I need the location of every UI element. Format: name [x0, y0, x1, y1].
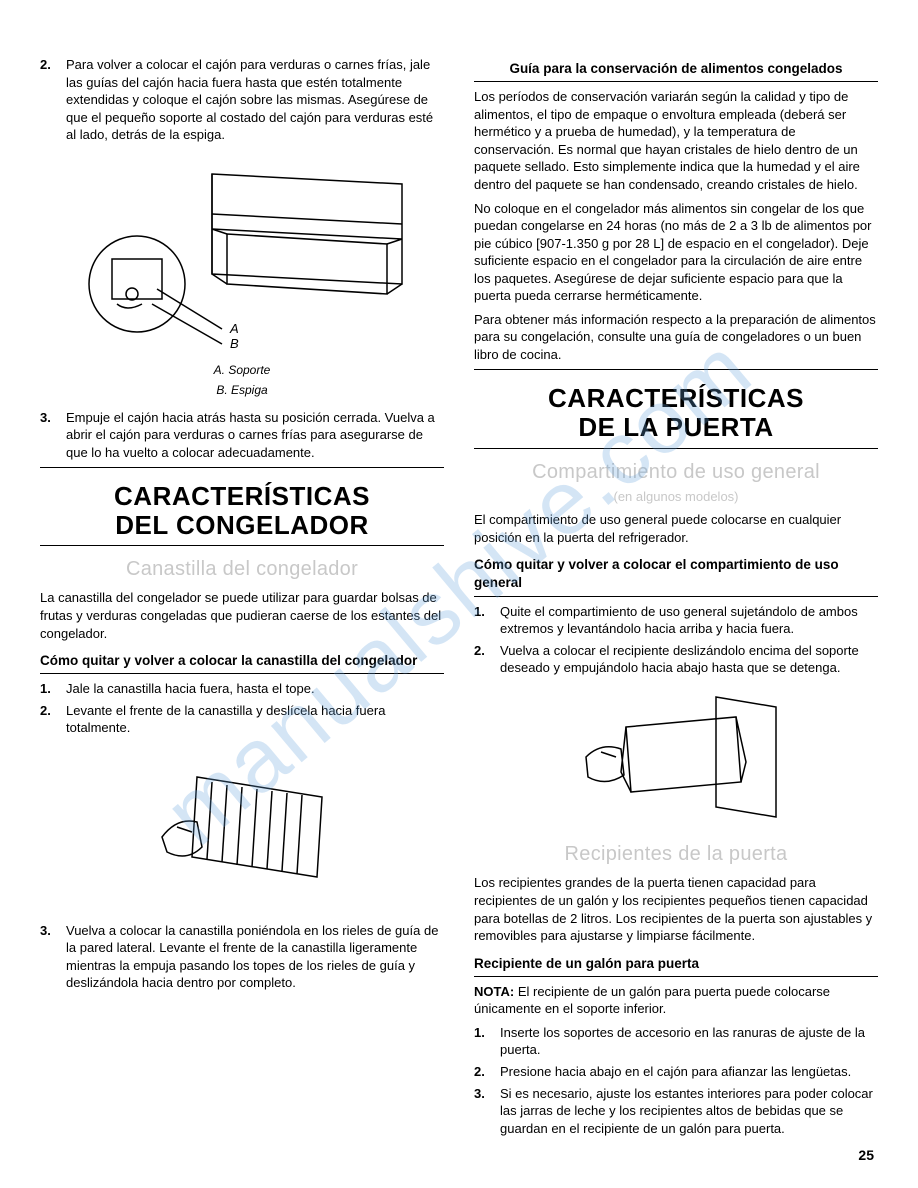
- door-bins-subtitle: Recipientes de la puerta: [474, 841, 878, 868]
- step-number: 2.: [474, 642, 500, 677]
- crisper-step-2: 2. Para volver a colocar el cajón para v…: [40, 56, 444, 144]
- gallon-step-3: 3. Si es necesario, ajuste los estantes …: [474, 1085, 878, 1138]
- figure-label-a: A: [229, 321, 239, 336]
- gallon-step-1: 1. Inserte los soportes de accesorio en …: [474, 1024, 878, 1059]
- step-text: Vuelva a colocar el recipiente deslizánd…: [500, 642, 878, 677]
- utility-step-1: 1. Quite el compartimiento de uso genera…: [474, 603, 878, 638]
- divider: [40, 545, 444, 546]
- crisper-step-3: 3. Empuje el cajón hacia atrás hasta su …: [40, 409, 444, 462]
- basket-steps: 1. Jale la canastilla hacia fuera, hasta…: [40, 680, 444, 737]
- page-columns: 2. Para volver a colocar el cajón para v…: [40, 50, 878, 1143]
- door-bins-paragraph: Los recipientes grandes de la puerta tie…: [474, 874, 878, 944]
- step-text: Si es necesario, ajuste los estantes int…: [500, 1085, 878, 1138]
- crisper-steps-continued: 2. Para volver a colocar el cajón para v…: [40, 56, 444, 144]
- door-bin-illustration: [566, 687, 786, 827]
- step-text: Presione hacia abajo en el cajón para af…: [500, 1063, 878, 1081]
- crisper-step-3-list: 3. Empuje el cajón hacia atrás hasta su …: [40, 409, 444, 462]
- freezer-basket-subtitle: Canastilla del congelador: [40, 556, 444, 583]
- step-text: Vuelva a colocar la canastilla poniéndol…: [66, 922, 444, 992]
- door-features-title: CARACTERÍSTICAS DE LA PUERTA: [474, 384, 878, 441]
- step-text: Jale la canastilla hacia fuera, hasta el…: [66, 680, 444, 698]
- gallon-step-2: 2. Presione hacia abajo en el cajón para…: [474, 1063, 878, 1081]
- step-text: Inserte los soportes de accesorio en las…: [500, 1024, 878, 1059]
- step-number: 2.: [40, 56, 66, 144]
- utility-models-note: (en algunos modelos): [474, 488, 878, 506]
- basket-step-2: 2. Levante el frente de la canastilla y …: [40, 702, 444, 737]
- step-number: 2.: [474, 1063, 500, 1081]
- figure-caption-b: B. Espiga: [40, 382, 444, 398]
- utility-step-2: 2. Vuelva a colocar el recipiente desliz…: [474, 642, 878, 677]
- frozen-paragraph-2: No coloque en el congelador más alimento…: [474, 200, 878, 305]
- frozen-food-heading: Guía para la conservación de alimentos c…: [474, 60, 878, 82]
- note-label: NOTA:: [474, 984, 514, 999]
- step-number: 3.: [40, 922, 66, 992]
- step-number: 1.: [474, 1024, 500, 1059]
- freezer-basket-paragraph: La canastilla del congelador se puede ut…: [40, 589, 444, 642]
- frozen-paragraph-3: Para obtener más información respecto a …: [474, 311, 878, 364]
- step-number: 2.: [40, 702, 66, 737]
- page-number: 25: [858, 1146, 874, 1165]
- figure-caption-a: A. Soporte: [40, 362, 444, 378]
- door-bin-figure: [474, 687, 878, 832]
- step-number: 1.: [40, 680, 66, 698]
- left-column: 2. Para volver a colocar el cajón para v…: [40, 50, 444, 1143]
- step-number: 3.: [40, 409, 66, 462]
- frozen-paragraph-1: Los períodos de conservación variarán se…: [474, 88, 878, 193]
- utility-paragraph: El compartimiento de uso general puede c…: [474, 511, 878, 546]
- title-line-2: DE LA PUERTA: [474, 413, 878, 442]
- step-text: Levante el frente de la canastilla y des…: [66, 702, 444, 737]
- drawer-illustration: A B: [62, 154, 422, 354]
- basket-step-3-list: 3. Vuelva a colocar la canastilla ponién…: [40, 922, 444, 992]
- step-number: 3.: [474, 1085, 500, 1138]
- step-text: Empuje el cajón hacia atrás hasta su pos…: [66, 409, 444, 462]
- freezer-features-title: CARACTERÍSTICAS DEL CONGELADOR: [40, 482, 444, 539]
- basket-figure: [40, 747, 444, 912]
- title-line-1: CARACTERÍSTICAS: [474, 384, 878, 413]
- divider: [474, 369, 878, 370]
- figure-label-b: B: [230, 336, 239, 351]
- divider: [40, 467, 444, 468]
- basket-step-3: 3. Vuelva a colocar la canastilla ponién…: [40, 922, 444, 992]
- title-line-2: DEL CONGELADOR: [40, 511, 444, 540]
- utility-compartment-subtitle: Compartimiento de uso general: [474, 459, 878, 486]
- gallon-bin-heading: Recipiente de un galón para puerta: [474, 955, 878, 977]
- basket-remove-heading: Cómo quitar y volver a colocar la canast…: [40, 652, 444, 674]
- right-column: Guía para la conservación de alimentos c…: [474, 50, 878, 1143]
- drawer-figure: A B A. Soporte B. Espiga: [40, 154, 444, 399]
- utility-steps: 1. Quite el compartimiento de uso genera…: [474, 603, 878, 677]
- gallon-note: NOTA: El recipiente de un galón para pue…: [474, 983, 878, 1018]
- title-line-1: CARACTERÍSTICAS: [40, 482, 444, 511]
- gallon-steps: 1. Inserte los soportes de accesorio en …: [474, 1024, 878, 1137]
- divider: [474, 448, 878, 449]
- step-text: Quite el compartimiento de uso general s…: [500, 603, 878, 638]
- step-number: 1.: [474, 603, 500, 638]
- note-text: El recipiente de un galón para puerta pu…: [474, 984, 830, 1017]
- basket-step-1: 1. Jale la canastilla hacia fuera, hasta…: [40, 680, 444, 698]
- basket-illustration: [142, 747, 342, 907]
- utility-remove-heading: Cómo quitar y volver a colocar el compar…: [474, 556, 878, 596]
- step-text: Para volver a colocar el cajón para verd…: [66, 56, 444, 144]
